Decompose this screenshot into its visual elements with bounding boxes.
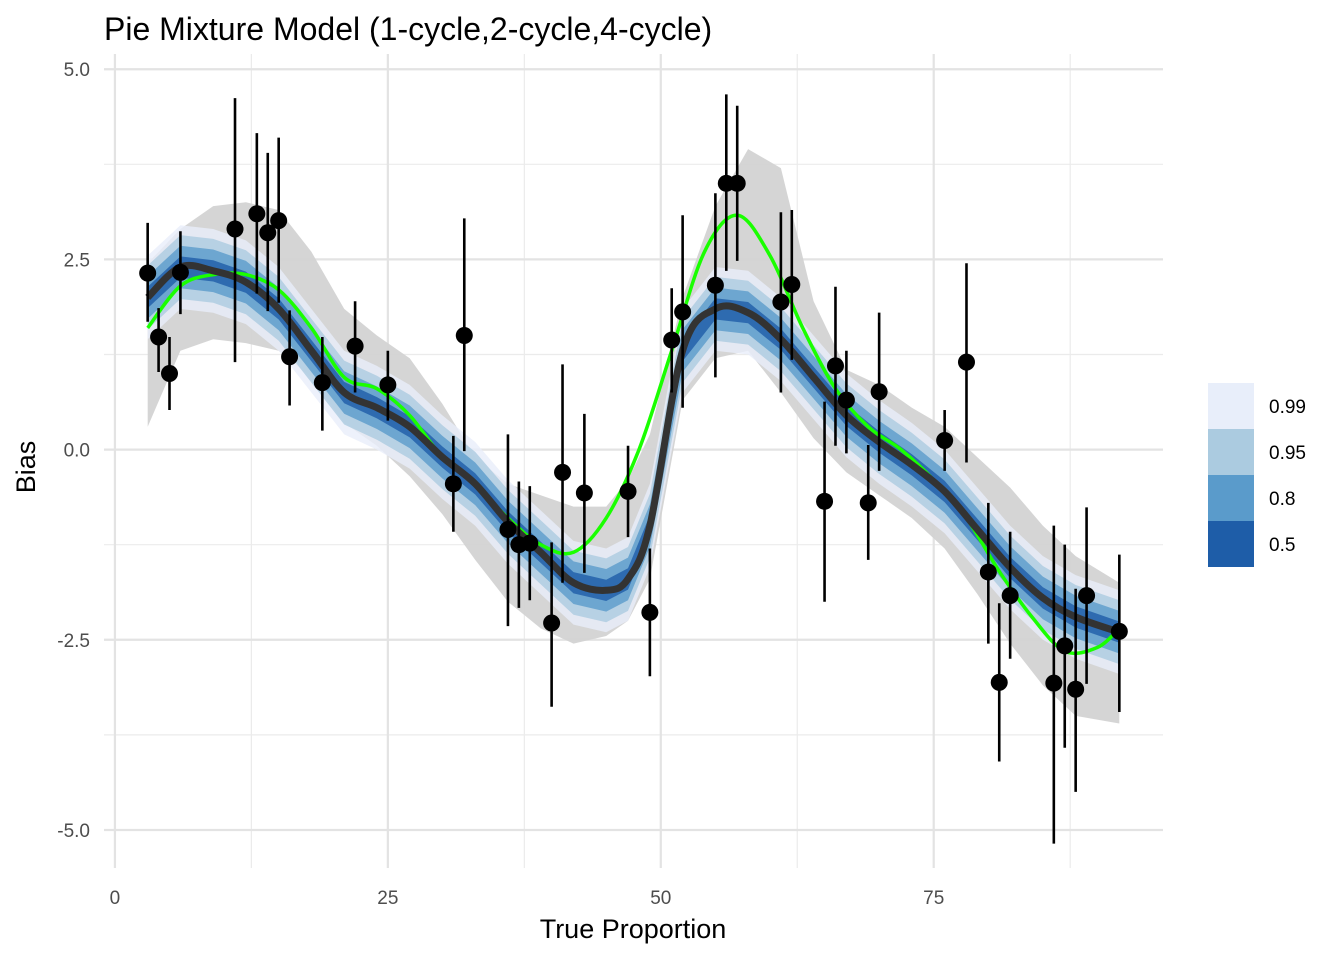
data-point bbox=[171, 263, 189, 281]
data-point bbox=[259, 224, 277, 242]
data-point bbox=[1056, 637, 1074, 655]
data-point bbox=[1110, 622, 1128, 640]
data-point bbox=[783, 276, 801, 294]
legend-label: 0.95 bbox=[1269, 443, 1306, 464]
data-point bbox=[226, 220, 244, 238]
data-point bbox=[270, 212, 288, 230]
x-axis-label: True Proportion bbox=[540, 914, 727, 944]
data-point bbox=[543, 614, 561, 632]
data-point bbox=[139, 264, 157, 282]
y-tick-label: 2.5 bbox=[64, 250, 90, 271]
data-point bbox=[641, 603, 659, 621]
data-point bbox=[313, 374, 331, 392]
x-axis-ticks: 0 25 50 75 bbox=[110, 888, 945, 909]
data-point bbox=[281, 348, 299, 366]
data-point bbox=[499, 520, 517, 538]
y-tick-label: 5.0 bbox=[64, 60, 90, 81]
data-point bbox=[772, 293, 790, 311]
y-tick-label: 0.0 bbox=[64, 441, 90, 462]
median-curve-layer bbox=[145, 261, 1121, 636]
data-point bbox=[444, 475, 462, 493]
data-point bbox=[248, 205, 266, 223]
data-point bbox=[728, 174, 746, 192]
data-point bbox=[455, 326, 473, 344]
data-point bbox=[936, 431, 954, 449]
data-point bbox=[161, 365, 179, 383]
x-tick-label: 25 bbox=[377, 888, 398, 909]
data-point bbox=[346, 337, 364, 355]
legend-key bbox=[1208, 475, 1254, 521]
outer-band bbox=[147, 149, 1120, 724]
data-point bbox=[619, 482, 637, 500]
data-point bbox=[990, 673, 1008, 691]
y-axis-ticks: -5.0 -2.5 0.0 2.5 5.0 bbox=[57, 60, 90, 842]
data-point bbox=[1067, 680, 1085, 698]
data-point bbox=[706, 276, 724, 294]
median-curve bbox=[145, 261, 1121, 636]
data-point bbox=[1078, 587, 1096, 605]
data-point bbox=[1045, 674, 1063, 692]
data-point bbox=[663, 331, 681, 349]
x-tick-label: 50 bbox=[650, 888, 671, 909]
legend-key bbox=[1208, 521, 1254, 567]
x-tick-label: 75 bbox=[923, 888, 944, 909]
chart-title: Pie Mixture Model (1-cycle,2-cycle,4-cyc… bbox=[104, 11, 712, 47]
data-point bbox=[150, 328, 168, 346]
data-point bbox=[554, 463, 572, 481]
data-point bbox=[816, 492, 834, 510]
legend-key bbox=[1208, 429, 1254, 475]
data-point bbox=[957, 353, 975, 371]
data-point bbox=[979, 563, 997, 581]
data-points bbox=[139, 174, 1128, 698]
data-point bbox=[521, 534, 539, 552]
data-point bbox=[837, 391, 855, 409]
data-point bbox=[826, 357, 844, 375]
legend: 0.99 0.95 0.8 0.5 bbox=[1208, 383, 1306, 567]
legend-label: 0.8 bbox=[1269, 489, 1295, 510]
outer-band-layer bbox=[147, 149, 1120, 724]
x-tick-label: 0 bbox=[110, 888, 121, 909]
data-point bbox=[870, 383, 888, 401]
data-point bbox=[575, 484, 593, 502]
data-point bbox=[379, 376, 397, 394]
data-point bbox=[674, 303, 692, 321]
y-axis-label: Bias bbox=[11, 441, 41, 494]
legend-label: 0.5 bbox=[1269, 535, 1295, 556]
legend-label: 0.99 bbox=[1269, 397, 1306, 418]
data-point bbox=[859, 494, 877, 512]
y-tick-label: -2.5 bbox=[57, 631, 90, 652]
legend-key bbox=[1208, 383, 1254, 429]
y-tick-label: -5.0 bbox=[57, 821, 90, 842]
data-point bbox=[1001, 587, 1019, 605]
